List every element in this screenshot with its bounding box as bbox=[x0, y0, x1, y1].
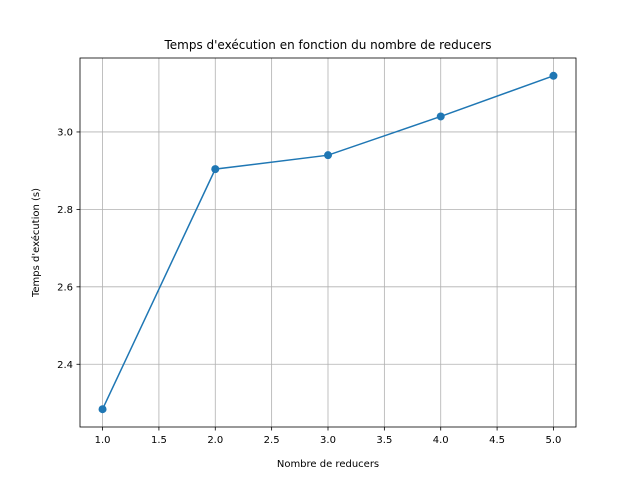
data-point bbox=[98, 405, 107, 414]
data-point bbox=[324, 151, 332, 160]
x-tick-label: 1.0 bbox=[95, 435, 111, 446]
x-tick-label: 4.0 bbox=[433, 435, 449, 446]
data-point bbox=[549, 71, 558, 80]
gridlines bbox=[80, 58, 576, 427]
data-point bbox=[211, 165, 220, 174]
x-tick-label: 3.5 bbox=[376, 435, 392, 446]
data-point bbox=[436, 112, 445, 121]
y-tick-label: 2.8 bbox=[57, 205, 73, 216]
y-tick-label: 2.6 bbox=[57, 282, 73, 293]
x-tick-label: 2.5 bbox=[264, 435, 280, 446]
x-tick-label: 5.0 bbox=[546, 435, 562, 446]
y-tick-label: 3.0 bbox=[57, 127, 73, 138]
y-tick-label: 2.4 bbox=[57, 360, 73, 371]
x-tick-label: 3.0 bbox=[320, 435, 336, 446]
x-tick-label: 1.5 bbox=[151, 435, 167, 446]
y-axis-label: Temps d'exécution (s) bbox=[30, 188, 42, 298]
series-layer bbox=[98, 71, 558, 414]
x-axis-label: Nombre de reducers bbox=[277, 459, 379, 470]
tick-layer: 1.0 1.5 2.0 2.5 3.0 3.5 4.0 4.5 5.0 2.4 2.6 2.8 3.0 bbox=[57, 127, 561, 446]
chart-title: Temps d'exécution en fonction du nombre … bbox=[163, 38, 491, 52]
x-tick-label: 4.5 bbox=[489, 435, 505, 446]
x-tick-label: 2.0 bbox=[207, 435, 223, 446]
